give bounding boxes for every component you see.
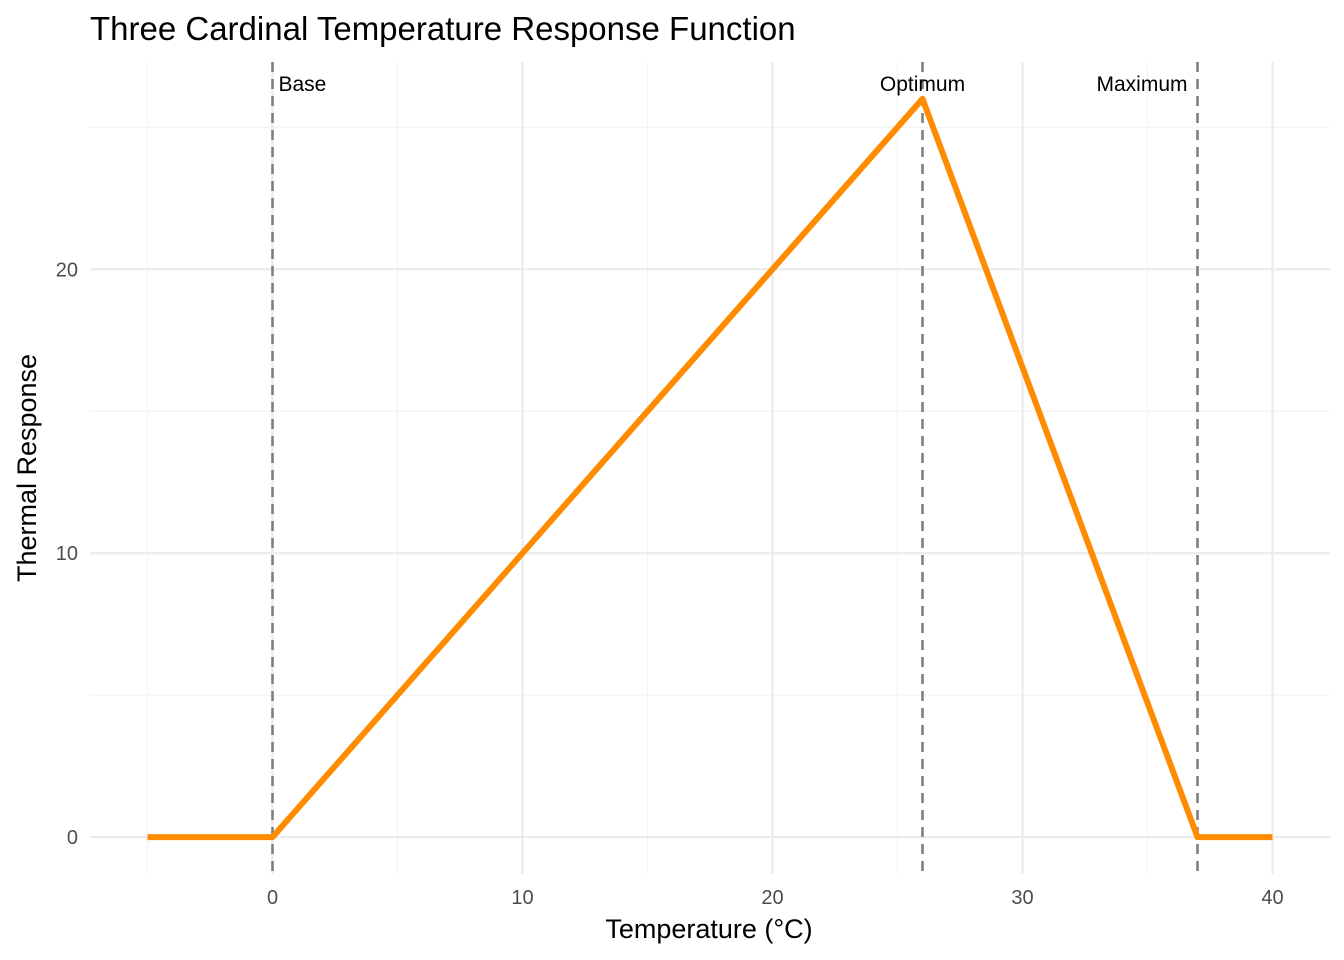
minor-gridlines: [90, 62, 1330, 874]
series-line: [147, 95, 1273, 841]
y-axis-title: Thermal Response: [12, 354, 42, 582]
x-tick-label: 20: [761, 887, 783, 909]
x-tick-label: 40: [1261, 887, 1283, 909]
chart-title: Three Cardinal Temperature Response Func…: [90, 10, 796, 47]
y-tick-label: 0: [67, 827, 78, 849]
reference-label-base: Base: [279, 73, 327, 96]
x-tick-label: 30: [1011, 887, 1033, 909]
x-tick-label: 0: [267, 887, 278, 909]
x-axis-tick-labels: 0 10 20 30 40: [267, 887, 1284, 909]
y-tick-label: 20: [56, 259, 78, 281]
reference-label-optimum: Optimum: [880, 73, 965, 96]
y-axis-tick-labels: 0 10 20: [56, 259, 78, 849]
plot-area: Base Optimum Maximum: [90, 62, 1330, 874]
x-tick-label: 10: [511, 887, 533, 909]
reference-line-labels: Base Optimum Maximum: [279, 73, 1188, 96]
series-layer: [147, 95, 1273, 841]
major-gridlines: [90, 62, 1330, 874]
y-tick-label: 10: [56, 543, 78, 565]
x-axis-title: Temperature (°C): [605, 914, 812, 944]
reference-label-maximum: Maximum: [1096, 73, 1187, 96]
